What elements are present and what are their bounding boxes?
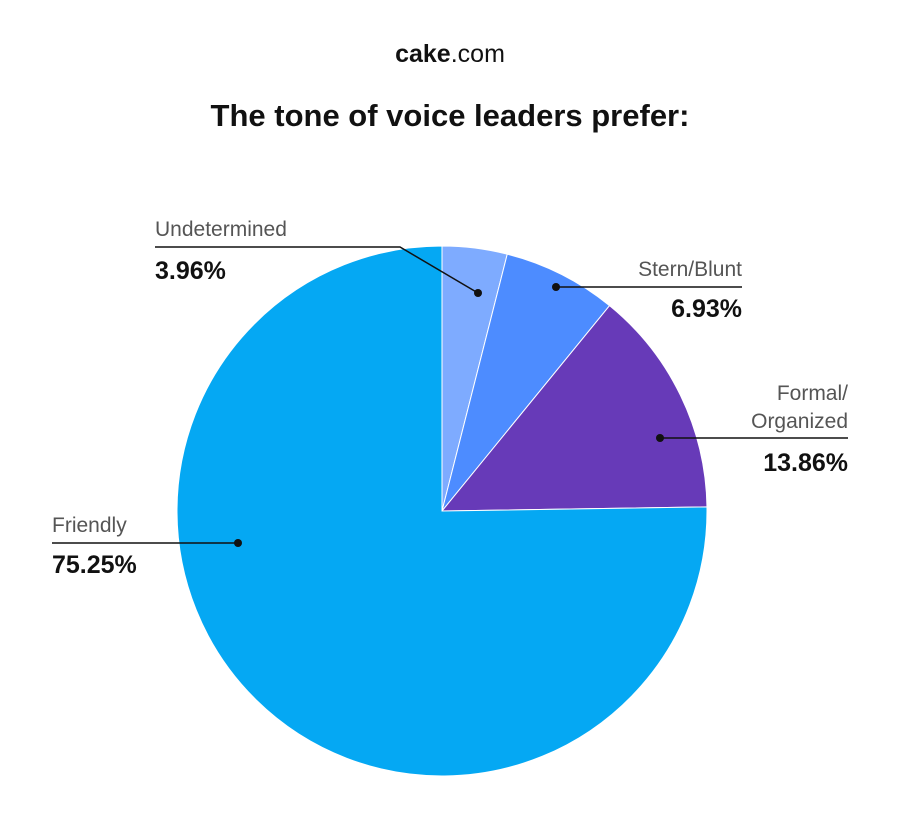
value-label: 6.93% xyxy=(671,295,742,323)
pie-slice xyxy=(440,304,708,512)
value-label: 13.86% xyxy=(763,449,848,477)
category-label: Friendly xyxy=(52,514,127,537)
brand-domain: .com xyxy=(450,40,505,68)
leader-dot xyxy=(234,539,242,547)
pie-slice xyxy=(441,253,611,512)
leader-dot xyxy=(552,283,560,291)
category-label: Formal/ Organized xyxy=(751,382,848,433)
category-label: Undetermined xyxy=(155,218,287,241)
brand-name: cake xyxy=(395,40,451,68)
value-label: 75.25% xyxy=(52,551,137,579)
chart-title: The tone of voice leaders prefer: xyxy=(210,98,690,133)
value-label: 3.96% xyxy=(155,257,226,285)
brand: cake.com xyxy=(0,40,900,69)
leader-dot xyxy=(474,289,482,297)
category-label: Stern/Blunt xyxy=(638,258,742,281)
pie-slice xyxy=(176,245,708,777)
leader-line xyxy=(155,246,479,294)
leader-dot xyxy=(656,434,664,442)
